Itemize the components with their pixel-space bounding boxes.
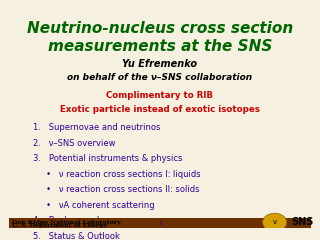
- Text: U. S. Department of Energy: U. S. Department of Energy: [12, 223, 107, 228]
- Text: Complimentary to RIB: Complimentary to RIB: [107, 91, 213, 100]
- Text: on behalf of the ν–SNS collaboration: on behalf of the ν–SNS collaboration: [68, 73, 252, 82]
- Text: SNS: SNS: [291, 217, 314, 227]
- Text: •   νA coherent scattering: • νA coherent scattering: [33, 201, 155, 210]
- Text: 1.   Supernovae and neutrinos: 1. Supernovae and neutrinos: [33, 123, 161, 132]
- FancyBboxPatch shape: [9, 218, 311, 228]
- Text: Neutrino-nucleus cross section: Neutrino-nucleus cross section: [27, 21, 293, 36]
- Text: measurements at the SNS: measurements at the SNS: [48, 39, 272, 54]
- Text: Exotic particle instead of exotic isotopes: Exotic particle instead of exotic isotop…: [60, 105, 260, 114]
- Text: Yu Efremenko: Yu Efremenko: [123, 59, 197, 69]
- Text: 4.   Backgrounds: 4. Backgrounds: [33, 216, 104, 225]
- Text: 5.   Status & Outlook: 5. Status & Outlook: [33, 232, 120, 240]
- Circle shape: [263, 213, 287, 231]
- Text: •   ν reaction cross sections II: solids: • ν reaction cross sections II: solids: [33, 185, 200, 194]
- Text: 1: 1: [158, 222, 162, 226]
- Text: Oak Ridge National Laboratory: Oak Ridge National Laboratory: [12, 220, 121, 225]
- Text: 2.   ν–SNS overview: 2. ν–SNS overview: [33, 139, 116, 148]
- Text: v: v: [273, 219, 277, 225]
- Text: 3.   Potential instruments & physics: 3. Potential instruments & physics: [33, 154, 183, 163]
- Text: •   ν reaction cross sections I: liquids: • ν reaction cross sections I: liquids: [33, 170, 201, 179]
